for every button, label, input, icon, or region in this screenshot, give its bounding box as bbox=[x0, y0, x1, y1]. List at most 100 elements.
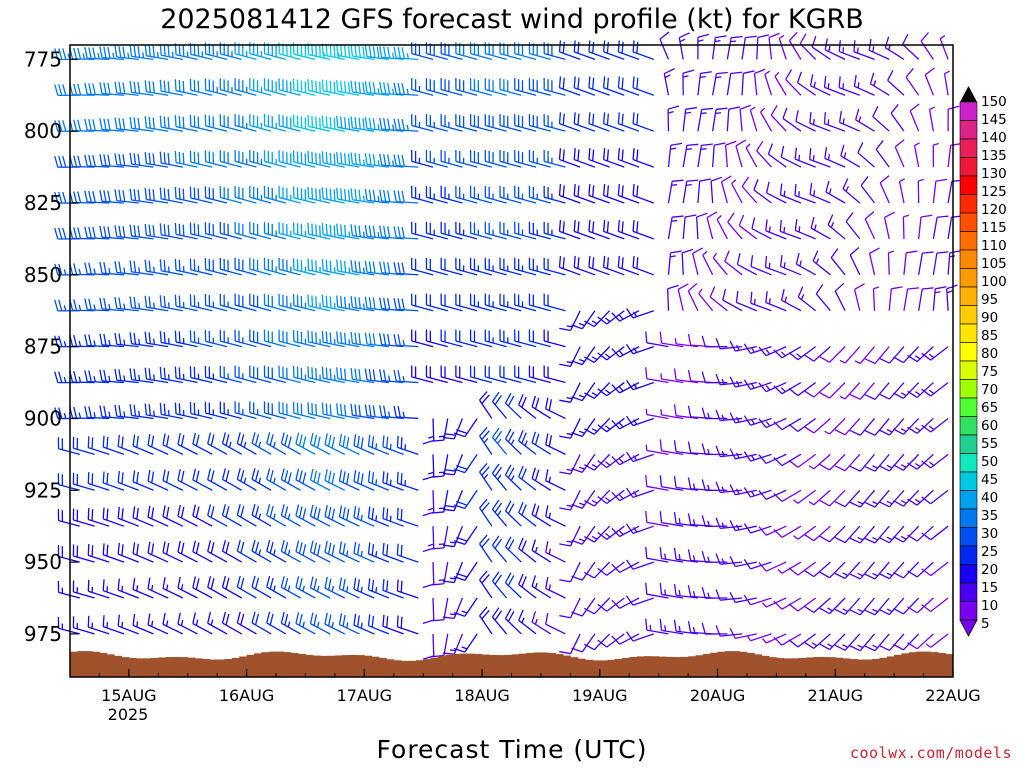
wind-barb bbox=[678, 32, 690, 60]
wind-barb bbox=[779, 255, 802, 276]
wind-barb bbox=[815, 284, 831, 312]
wind-barb bbox=[808, 489, 831, 506]
wind-barb bbox=[758, 453, 787, 465]
wind-barb bbox=[868, 38, 890, 60]
wind-barb bbox=[921, 489, 949, 505]
wind-barb bbox=[710, 176, 723, 204]
wind-barb bbox=[309, 468, 331, 491]
wind-barb bbox=[626, 415, 654, 427]
x-year-label: 2025 bbox=[108, 705, 149, 724]
wind-barb bbox=[102, 543, 125, 563]
wind-barb bbox=[159, 223, 183, 240]
wind-barb bbox=[99, 405, 125, 420]
wind-barb bbox=[531, 611, 552, 635]
wind-barb bbox=[338, 541, 360, 563]
wind-barb bbox=[682, 106, 697, 132]
terrain-column bbox=[592, 660, 601, 677]
wind-barb bbox=[84, 370, 110, 384]
wind-barb bbox=[263, 257, 287, 276]
wind-barb bbox=[674, 338, 698, 348]
wind-barb bbox=[645, 444, 669, 456]
wind-barb bbox=[893, 597, 920, 615]
terrain-column bbox=[548, 653, 557, 677]
wind-barb bbox=[114, 45, 139, 61]
wind-barb bbox=[774, 71, 787, 96]
wind-barb bbox=[162, 505, 184, 527]
wind-barb bbox=[263, 78, 287, 96]
colorbar-tick-label: 140 bbox=[981, 130, 1007, 146]
wind-barb bbox=[117, 470, 139, 491]
wind-barb bbox=[236, 468, 257, 491]
wind-barb bbox=[645, 331, 669, 348]
wind-barb bbox=[263, 221, 287, 240]
terrain-column bbox=[754, 654, 763, 677]
wind-barb bbox=[921, 453, 949, 469]
wind-barb bbox=[878, 382, 905, 400]
wind-barb bbox=[711, 142, 726, 168]
wind-barb bbox=[918, 214, 933, 239]
wind-barb bbox=[292, 186, 316, 204]
wind-barb bbox=[491, 535, 508, 563]
wind-barb bbox=[221, 504, 243, 527]
wind-barb bbox=[321, 366, 345, 384]
wind-barb bbox=[353, 541, 375, 563]
wind-barb bbox=[528, 149, 551, 168]
wind-barb bbox=[907, 633, 934, 650]
wind-barb bbox=[531, 575, 552, 599]
colorbar-segment bbox=[959, 582, 978, 602]
wind-barb bbox=[174, 222, 198, 240]
wind-barb bbox=[364, 332, 389, 348]
wind-barb bbox=[321, 330, 345, 348]
wind-barb bbox=[189, 366, 213, 384]
wind-barb bbox=[425, 78, 448, 96]
wind-barb bbox=[659, 583, 684, 599]
wind-barb bbox=[864, 633, 890, 652]
wind-barb bbox=[673, 583, 698, 599]
wind-barb bbox=[207, 504, 228, 527]
terrain-column bbox=[283, 652, 292, 677]
wind-barb bbox=[307, 258, 331, 276]
wind-barb bbox=[838, 76, 861, 96]
wind-barb bbox=[559, 310, 581, 332]
wind-barb bbox=[504, 536, 522, 563]
wind-barb bbox=[469, 329, 493, 348]
wind-barb bbox=[129, 404, 154, 420]
wind-barb bbox=[278, 186, 301, 204]
wind-barb bbox=[559, 633, 581, 655]
wind-barb bbox=[729, 484, 757, 496]
wind-barb bbox=[432, 418, 449, 442]
wind-barb bbox=[559, 346, 581, 368]
wind-barb bbox=[353, 613, 375, 635]
wind-barb bbox=[278, 150, 301, 168]
wind-barb bbox=[849, 382, 876, 400]
colorbar-tick-label: 65 bbox=[981, 400, 998, 416]
terrain-column bbox=[820, 656, 829, 677]
wind-barb bbox=[177, 540, 198, 563]
terrain-column bbox=[835, 657, 844, 677]
x-axis-label: Forecast Time (UTC) bbox=[377, 735, 648, 764]
wind-barb bbox=[711, 35, 727, 60]
wind-barb bbox=[132, 578, 154, 599]
colorbar-tick-label: 100 bbox=[981, 274, 1007, 290]
wind-barb bbox=[518, 465, 537, 491]
wind-barb bbox=[307, 79, 331, 96]
wind-barb bbox=[367, 542, 390, 563]
wind-barb bbox=[174, 402, 198, 420]
wind-barb bbox=[921, 417, 949, 433]
wind-barb bbox=[455, 221, 478, 240]
wind-barb bbox=[192, 504, 213, 527]
wind-barb bbox=[307, 366, 331, 384]
wind-barb bbox=[425, 293, 448, 312]
y-tick-label: 775 bbox=[24, 47, 62, 71]
wind-barb bbox=[504, 464, 522, 491]
wind-barb bbox=[571, 418, 596, 438]
wind-barb bbox=[159, 367, 183, 384]
wind-barb bbox=[645, 546, 669, 563]
wind-barb bbox=[803, 561, 831, 578]
wind-barb bbox=[321, 115, 345, 132]
terrain-column bbox=[798, 657, 807, 677]
wind-barb bbox=[234, 185, 257, 204]
wind-barb bbox=[159, 402, 183, 420]
wind-barb bbox=[611, 453, 640, 466]
wind-barb bbox=[584, 382, 611, 399]
